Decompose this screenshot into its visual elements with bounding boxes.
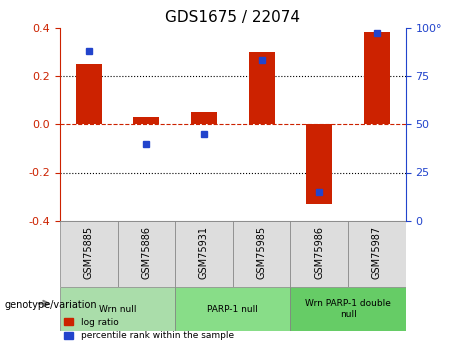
FancyBboxPatch shape xyxy=(175,221,233,287)
Text: GSM75987: GSM75987 xyxy=(372,226,382,279)
FancyBboxPatch shape xyxy=(118,221,175,287)
Text: GSM75885: GSM75885 xyxy=(84,226,94,279)
Bar xyxy=(306,124,332,204)
FancyBboxPatch shape xyxy=(175,287,290,331)
Bar xyxy=(133,117,160,124)
FancyBboxPatch shape xyxy=(348,221,406,287)
Text: PARP-1 null: PARP-1 null xyxy=(207,305,258,314)
Text: Wrn PARP-1 double
null: Wrn PARP-1 double null xyxy=(305,299,391,319)
FancyBboxPatch shape xyxy=(60,221,118,287)
FancyBboxPatch shape xyxy=(233,221,290,287)
Bar xyxy=(76,64,102,124)
FancyBboxPatch shape xyxy=(60,287,175,331)
FancyBboxPatch shape xyxy=(290,287,406,331)
Legend: log ratio, percentile rank within the sample: log ratio, percentile rank within the sa… xyxy=(65,318,234,341)
Text: genotype/variation: genotype/variation xyxy=(5,300,97,310)
Title: GDS1675 / 22074: GDS1675 / 22074 xyxy=(165,10,300,25)
Text: GSM75931: GSM75931 xyxy=(199,226,209,279)
Bar xyxy=(191,112,217,124)
Text: GSM75986: GSM75986 xyxy=(314,226,324,279)
Bar xyxy=(364,32,390,124)
Text: GSM75886: GSM75886 xyxy=(142,226,151,279)
Text: GSM75985: GSM75985 xyxy=(257,226,266,279)
Bar xyxy=(248,52,275,124)
FancyBboxPatch shape xyxy=(290,221,348,287)
Text: Wrn null: Wrn null xyxy=(99,305,136,314)
